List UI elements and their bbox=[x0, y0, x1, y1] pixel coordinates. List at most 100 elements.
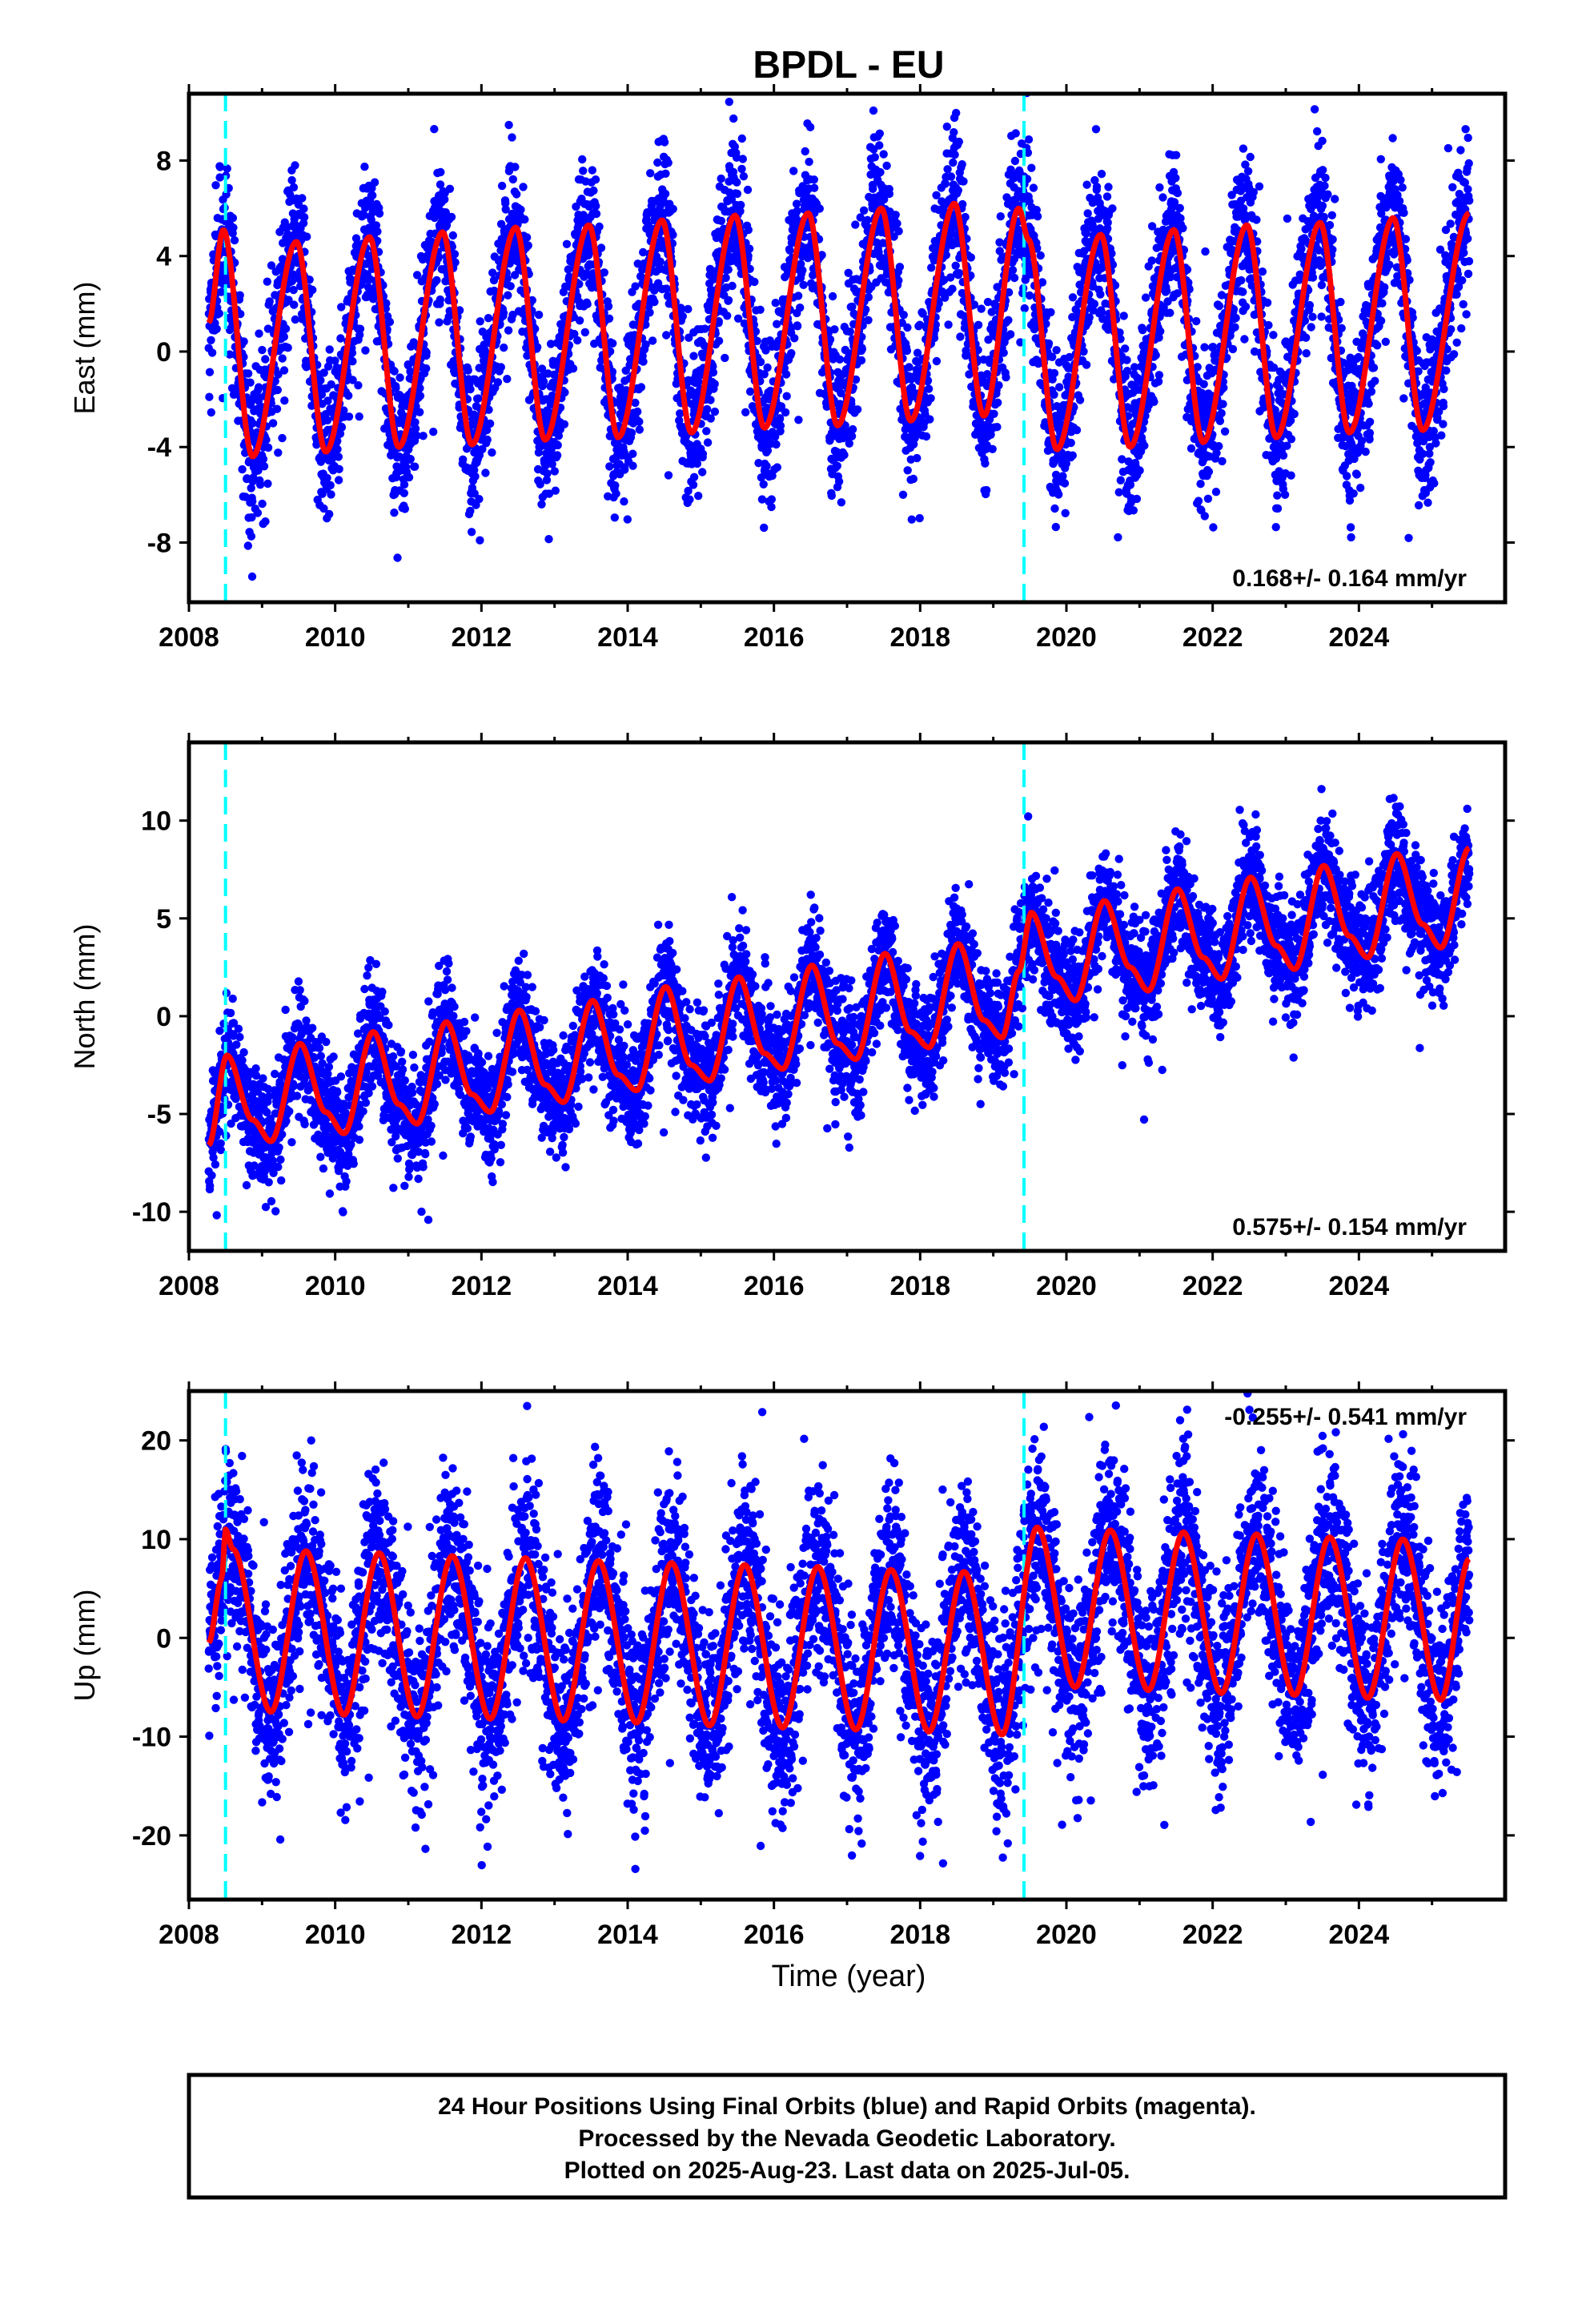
east-point bbox=[781, 408, 790, 417]
east-point bbox=[592, 209, 601, 219]
east-point bbox=[284, 296, 293, 304]
east-point bbox=[1054, 490, 1063, 499]
east-point bbox=[504, 326, 513, 335]
east-point bbox=[946, 172, 956, 181]
east-point bbox=[869, 184, 877, 193]
east-point bbox=[1085, 313, 1094, 322]
east-point bbox=[390, 509, 399, 517]
east-point bbox=[1048, 352, 1057, 361]
east-point bbox=[470, 489, 479, 498]
east-point bbox=[653, 158, 662, 167]
east-point bbox=[851, 220, 860, 229]
east-point bbox=[1050, 390, 1058, 399]
east-point bbox=[1211, 488, 1221, 497]
east-point bbox=[628, 449, 637, 458]
east-point bbox=[255, 480, 265, 489]
east-point bbox=[1215, 442, 1223, 451]
east-point bbox=[636, 383, 646, 392]
east-point bbox=[508, 175, 517, 184]
east-point bbox=[1024, 135, 1034, 144]
east-point bbox=[1061, 509, 1070, 517]
east-point bbox=[368, 191, 377, 200]
east-point bbox=[436, 180, 445, 189]
east-point bbox=[411, 424, 420, 433]
east-point bbox=[664, 159, 673, 167]
east-point bbox=[411, 462, 420, 471]
east-point bbox=[464, 366, 472, 375]
east-point bbox=[253, 509, 263, 517]
east-point bbox=[1004, 316, 1013, 324]
east-point bbox=[265, 297, 274, 306]
east-point bbox=[396, 373, 404, 382]
east-point bbox=[500, 343, 508, 352]
east-point bbox=[475, 495, 484, 504]
east-point bbox=[573, 336, 582, 345]
east-point bbox=[903, 466, 912, 475]
east-point bbox=[698, 468, 707, 476]
east-point bbox=[1092, 183, 1102, 191]
east-point bbox=[451, 258, 460, 267]
east-point bbox=[578, 155, 587, 164]
east-point bbox=[229, 223, 238, 232]
east-point bbox=[283, 344, 292, 352]
east-point bbox=[580, 328, 589, 337]
east-point bbox=[570, 329, 579, 339]
east-point bbox=[776, 421, 785, 430]
east-point bbox=[539, 377, 548, 386]
east-point bbox=[608, 339, 617, 348]
east-point bbox=[1173, 289, 1182, 298]
east-point bbox=[815, 204, 824, 213]
east-point bbox=[1091, 125, 1101, 134]
east-point bbox=[924, 384, 934, 393]
east-point bbox=[575, 316, 584, 325]
east-point bbox=[544, 489, 554, 498]
east-point bbox=[1175, 203, 1184, 212]
east-point bbox=[416, 384, 424, 392]
east-point bbox=[325, 345, 334, 354]
east-point bbox=[772, 440, 781, 449]
east-point bbox=[1116, 476, 1126, 485]
east-point bbox=[1114, 488, 1123, 497]
east-point bbox=[575, 279, 584, 288]
east-point bbox=[504, 120, 513, 130]
east-point bbox=[1194, 497, 1203, 505]
east-point bbox=[334, 476, 343, 485]
east-point bbox=[508, 310, 517, 320]
east-point bbox=[635, 417, 644, 426]
east-point bbox=[1090, 300, 1099, 308]
east-point bbox=[497, 181, 507, 191]
east-point bbox=[610, 513, 619, 522]
east-point bbox=[519, 183, 528, 191]
east-point bbox=[227, 384, 237, 392]
east-point bbox=[259, 462, 269, 471]
east-point bbox=[762, 461, 771, 471]
east-point bbox=[520, 215, 529, 224]
east-point bbox=[355, 324, 365, 333]
east-point bbox=[217, 287, 226, 296]
east-point bbox=[869, 106, 878, 115]
east-point bbox=[767, 495, 776, 504]
east-point bbox=[706, 396, 715, 404]
east-point bbox=[323, 416, 332, 424]
east-point bbox=[371, 221, 381, 230]
east-point bbox=[721, 273, 730, 283]
east-observations bbox=[204, 94, 1474, 581]
east-point bbox=[239, 337, 248, 346]
east-point bbox=[258, 499, 267, 509]
east-point bbox=[316, 376, 325, 385]
east-point bbox=[1010, 273, 1019, 283]
east-point bbox=[536, 480, 544, 489]
east-point bbox=[787, 348, 796, 358]
east-point bbox=[999, 348, 1008, 357]
east-point bbox=[543, 469, 552, 478]
east-point bbox=[785, 246, 794, 255]
east-point bbox=[959, 177, 968, 186]
east-point bbox=[467, 528, 476, 537]
east-point bbox=[272, 404, 282, 413]
east-point bbox=[954, 186, 963, 195]
east-point bbox=[1068, 293, 1078, 302]
east-point bbox=[416, 408, 424, 416]
east-point bbox=[604, 302, 613, 311]
east-point bbox=[337, 303, 346, 312]
east-point bbox=[932, 356, 942, 366]
